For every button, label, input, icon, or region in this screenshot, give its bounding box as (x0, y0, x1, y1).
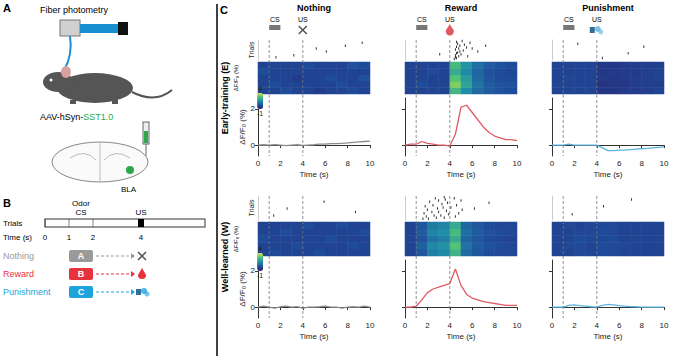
svg-text:10: 10 (513, 321, 522, 330)
svg-text:CS: CS (564, 16, 574, 23)
svg-text:0: 0 (43, 233, 48, 242)
svg-text:Time (s): Time (s) (593, 332, 622, 341)
svg-text:A: A (78, 251, 85, 261)
svg-text:0: 0 (256, 159, 261, 168)
svg-text:4: 4 (301, 159, 306, 168)
svg-text:ΔF/F₀ (%): ΔF/F₀ (%) (233, 226, 239, 253)
svg-text:-1: -1 (257, 110, 263, 117)
svg-text:B: B (3, 197, 11, 209)
svg-text:6: 6 (470, 159, 475, 168)
svg-text:Trials: Trials (248, 199, 255, 216)
svg-text:8: 8 (639, 321, 644, 330)
svg-text:2: 2 (278, 159, 283, 168)
svg-text:CS: CS (75, 208, 86, 217)
svg-text:2: 2 (91, 233, 96, 242)
svg-text:US: US (592, 16, 602, 23)
svg-text:0: 0 (550, 321, 555, 330)
svg-text:4: 4 (258, 245, 262, 252)
svg-text:1: 1 (67, 233, 72, 242)
svg-text:4: 4 (595, 159, 600, 168)
svg-text:4: 4 (595, 321, 600, 330)
svg-text:-1: -1 (257, 272, 263, 279)
svg-text:US: US (298, 16, 308, 23)
svg-text:C: C (78, 287, 85, 297)
svg-text:10: 10 (366, 321, 375, 330)
svg-text:Time (s): Time (s) (446, 170, 475, 179)
svg-text:Punishment: Punishment (3, 287, 51, 297)
svg-text:Fiber photometry: Fiber photometry (40, 5, 109, 15)
svg-text:US: US (445, 16, 455, 23)
svg-text:2: 2 (251, 266, 256, 275)
svg-text:8: 8 (492, 159, 497, 168)
svg-text:2: 2 (278, 321, 283, 330)
svg-text:Punishment: Punishment (582, 3, 634, 13)
svg-text:4: 4 (448, 321, 453, 330)
svg-text:10: 10 (660, 321, 669, 330)
svg-text:0: 0 (251, 141, 256, 150)
svg-text:Time (s): Time (s) (446, 332, 475, 341)
svg-text:Early-training (E): Early-training (E) (220, 62, 230, 135)
svg-text:4: 4 (301, 321, 306, 330)
svg-text:2: 2 (572, 321, 577, 330)
svg-text:6: 6 (323, 321, 328, 330)
svg-text:BLA: BLA (121, 185, 137, 194)
svg-text:10: 10 (660, 159, 669, 168)
svg-text:Nothing: Nothing (3, 251, 34, 261)
svg-text:Reward: Reward (445, 3, 478, 13)
svg-text:4: 4 (448, 159, 453, 168)
svg-text:Reward: Reward (3, 269, 34, 279)
svg-text:10: 10 (366, 159, 375, 168)
svg-text:8: 8 (492, 321, 497, 330)
svg-text:Trials: Trials (248, 41, 255, 58)
svg-text:ΔF/F₀ (%): ΔF/F₀ (%) (233, 65, 239, 92)
svg-text:Time (s): Time (s) (3, 233, 32, 242)
svg-text:C: C (220, 4, 228, 16)
svg-text:Time (s): Time (s) (299, 332, 328, 341)
svg-text:0: 0 (403, 321, 408, 330)
svg-text:0: 0 (251, 303, 256, 312)
svg-text:2: 2 (251, 104, 256, 113)
svg-text:Time (s): Time (s) (593, 170, 622, 179)
svg-text:B: B (78, 269, 85, 279)
svg-text:AAV-hSyn-SST1.0: AAV-hSyn-SST1.0 (40, 112, 113, 122)
svg-text:Odor: Odor (72, 199, 90, 208)
svg-text:8: 8 (345, 159, 350, 168)
svg-text:ΔF/F₀ (%): ΔF/F₀ (%) (238, 271, 247, 307)
svg-text:Time (s): Time (s) (299, 170, 328, 179)
svg-text:2: 2 (572, 159, 577, 168)
svg-text:CS: CS (270, 16, 280, 23)
svg-text:Trials: Trials (3, 219, 22, 228)
svg-text:4: 4 (258, 85, 262, 92)
svg-text:2: 2 (425, 159, 430, 168)
svg-text:2: 2 (425, 321, 430, 330)
svg-text:6: 6 (617, 321, 622, 330)
svg-text:0: 0 (550, 159, 555, 168)
svg-text:Well-learned (W): Well-learned (W) (220, 222, 230, 292)
svg-text:US: US (135, 208, 146, 217)
svg-text:CS: CS (417, 16, 427, 23)
svg-text:0: 0 (256, 321, 261, 330)
svg-text:4: 4 (139, 233, 144, 242)
svg-text:10: 10 (513, 159, 522, 168)
svg-text:6: 6 (617, 159, 622, 168)
svg-text:0: 0 (403, 159, 408, 168)
svg-text:8: 8 (639, 159, 644, 168)
svg-text:Nothing: Nothing (297, 3, 331, 13)
svg-text:6: 6 (323, 159, 328, 168)
svg-text:6: 6 (470, 321, 475, 330)
svg-text:A: A (3, 2, 11, 14)
svg-text:ΔF/F₀ (%): ΔF/F₀ (%) (238, 109, 247, 145)
svg-text:8: 8 (345, 321, 350, 330)
